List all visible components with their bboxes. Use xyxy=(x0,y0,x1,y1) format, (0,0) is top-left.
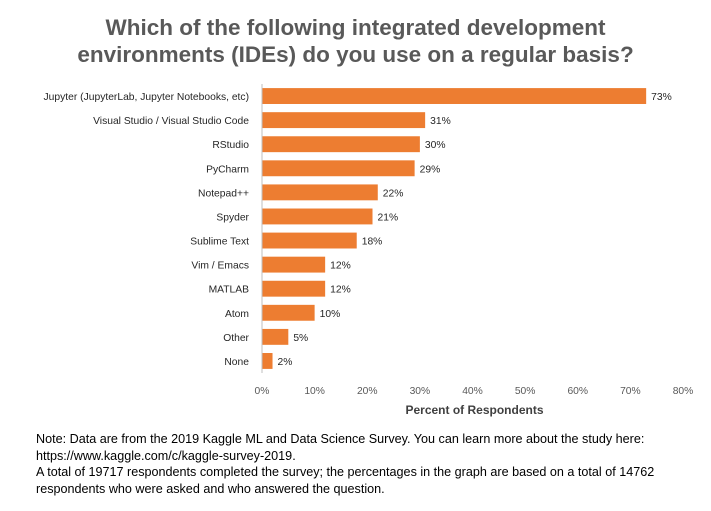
category-label: PyCharm xyxy=(206,164,249,175)
bar xyxy=(262,112,426,129)
category-label: Spyder xyxy=(216,212,249,223)
x-tick-label: 0% xyxy=(255,386,270,397)
category-label: Atom xyxy=(225,309,249,320)
x-tick-label: 20% xyxy=(357,386,378,397)
data-label: 12% xyxy=(330,285,351,296)
data-label: 31% xyxy=(430,116,451,127)
data-label: 18% xyxy=(362,237,383,248)
x-tick-label: 30% xyxy=(410,386,431,397)
bar xyxy=(262,304,315,321)
bar xyxy=(262,353,273,369)
bar xyxy=(262,256,326,273)
bar xyxy=(262,136,420,153)
note-line-3: A total of 19717 respondents completed t… xyxy=(36,465,655,479)
data-label: 10% xyxy=(320,309,341,320)
data-label: 5% xyxy=(293,333,308,344)
data-label: 21% xyxy=(378,212,399,223)
category-label: Other xyxy=(223,333,249,344)
bar xyxy=(262,184,378,201)
note-line-2: https://www.kaggle.com/c/kaggle-survey-2… xyxy=(36,448,296,463)
x-tick-label: 80% xyxy=(673,386,694,397)
x-tick-label: 40% xyxy=(462,386,483,397)
bar xyxy=(262,280,326,297)
data-label: 30% xyxy=(425,140,446,151)
category-label: Sublime Text xyxy=(190,237,249,248)
category-label: Jupyter (JupyterLab, Jupyter Notebooks, … xyxy=(44,92,249,103)
chart-note: Note: Data are from the 2019 Kaggle ML a… xyxy=(36,431,696,497)
data-label: 2% xyxy=(278,357,293,368)
data-label: 73% xyxy=(651,92,672,103)
x-tick-label: 50% xyxy=(515,386,536,397)
note-line-4: respondents who were asked and who answe… xyxy=(36,481,385,496)
bar xyxy=(262,328,289,345)
x-tick-label: 10% xyxy=(304,386,325,397)
x-axis-title: Percent of Respondents xyxy=(405,403,543,417)
chart-title-line-1: Which of the following integrated develo… xyxy=(105,15,606,40)
x-tick-label: 70% xyxy=(620,386,641,397)
category-label: RStudio xyxy=(212,140,249,151)
chart-title: Which of the following integrated develo… xyxy=(0,14,711,68)
category-label: MATLAB xyxy=(209,285,250,296)
data-label: 29% xyxy=(420,164,441,175)
category-label: Visual Studio / Visual Studio Code xyxy=(93,116,249,127)
category-label: None xyxy=(224,357,249,368)
data-label: 12% xyxy=(330,261,351,272)
x-tick-label: 60% xyxy=(567,386,588,397)
bar xyxy=(262,88,647,104)
bar xyxy=(262,160,415,177)
bar xyxy=(262,232,357,249)
category-label: Notepad++ xyxy=(198,188,249,199)
bar-chart: Jupyter (JupyterLab, Jupyter Notebooks, … xyxy=(44,84,694,417)
bar xyxy=(262,208,373,225)
data-label: 22% xyxy=(383,188,404,199)
chart-title-line-2: environments (IDEs) do you use on a regu… xyxy=(77,42,634,67)
category-label: Vim / Emacs xyxy=(191,261,249,272)
note-line-1: Note: Data are from the 2019 Kaggle ML a… xyxy=(36,432,645,446)
